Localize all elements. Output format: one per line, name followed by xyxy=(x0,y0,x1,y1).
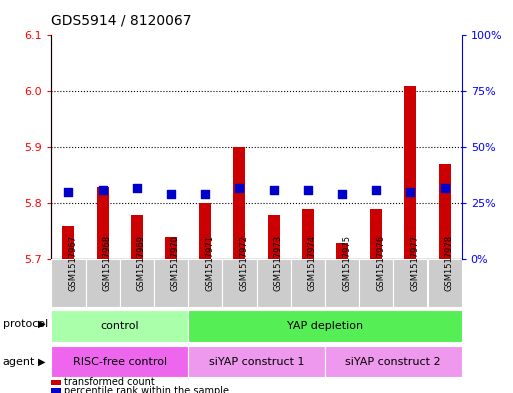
Point xyxy=(372,187,380,193)
Bar xyxy=(51,346,188,377)
Text: transformed count: transformed count xyxy=(64,377,155,387)
Point xyxy=(64,189,72,195)
Text: GSM1517967: GSM1517967 xyxy=(68,235,77,291)
Text: GSM1517974: GSM1517974 xyxy=(308,235,317,291)
Point xyxy=(98,187,107,193)
Bar xyxy=(188,346,325,377)
Text: YAP depletion: YAP depletion xyxy=(287,321,363,331)
Bar xyxy=(165,237,177,259)
Point xyxy=(304,187,312,193)
Text: control: control xyxy=(101,321,139,331)
Bar xyxy=(393,259,427,307)
Bar xyxy=(325,346,462,377)
Point xyxy=(406,189,415,195)
Text: GSM1517969: GSM1517969 xyxy=(137,235,146,291)
Bar xyxy=(359,259,393,307)
Text: GSM1517978: GSM1517978 xyxy=(445,235,453,291)
Point xyxy=(201,191,209,198)
Bar xyxy=(188,310,462,342)
Bar xyxy=(120,259,154,307)
Text: percentile rank within the sample: percentile rank within the sample xyxy=(64,386,229,393)
Text: GSM1517971: GSM1517971 xyxy=(205,235,214,291)
Text: protocol: protocol xyxy=(3,319,48,329)
Text: GSM1517973: GSM1517973 xyxy=(273,235,283,291)
Bar xyxy=(291,259,325,307)
Bar xyxy=(427,259,462,307)
Point xyxy=(338,191,346,198)
Bar xyxy=(51,310,188,342)
Text: GSM1517972: GSM1517972 xyxy=(240,235,248,291)
Text: RISC-free control: RISC-free control xyxy=(73,356,167,367)
Point xyxy=(235,185,244,191)
Text: GSM1517970: GSM1517970 xyxy=(171,235,180,291)
Point xyxy=(133,185,141,191)
Point xyxy=(441,185,449,191)
Text: siYAP construct 2: siYAP construct 2 xyxy=(345,356,441,367)
Bar xyxy=(96,187,109,259)
Point xyxy=(269,187,278,193)
Text: GSM1517968: GSM1517968 xyxy=(103,235,112,291)
Point xyxy=(167,191,175,198)
Bar xyxy=(370,209,382,259)
Bar xyxy=(439,164,450,259)
Bar xyxy=(131,215,143,259)
Bar xyxy=(256,259,291,307)
Bar xyxy=(63,226,74,259)
Bar xyxy=(154,259,188,307)
Text: siYAP construct 1: siYAP construct 1 xyxy=(209,356,304,367)
Text: GSM1517975: GSM1517975 xyxy=(342,235,351,291)
Text: ▶: ▶ xyxy=(37,356,45,367)
Bar xyxy=(302,209,314,259)
Text: GDS5914 / 8120067: GDS5914 / 8120067 xyxy=(51,13,192,28)
Bar xyxy=(325,259,359,307)
Text: ▶: ▶ xyxy=(37,319,45,329)
Bar xyxy=(268,215,280,259)
Text: GSM1517977: GSM1517977 xyxy=(410,235,420,291)
Bar xyxy=(199,204,211,259)
Bar xyxy=(188,259,222,307)
Bar xyxy=(222,259,256,307)
Bar xyxy=(404,86,417,259)
Bar xyxy=(51,259,86,307)
Text: agent: agent xyxy=(3,356,35,367)
Bar xyxy=(86,259,120,307)
Bar xyxy=(336,242,348,259)
Bar xyxy=(233,147,245,259)
Text: GSM1517976: GSM1517976 xyxy=(376,235,385,291)
